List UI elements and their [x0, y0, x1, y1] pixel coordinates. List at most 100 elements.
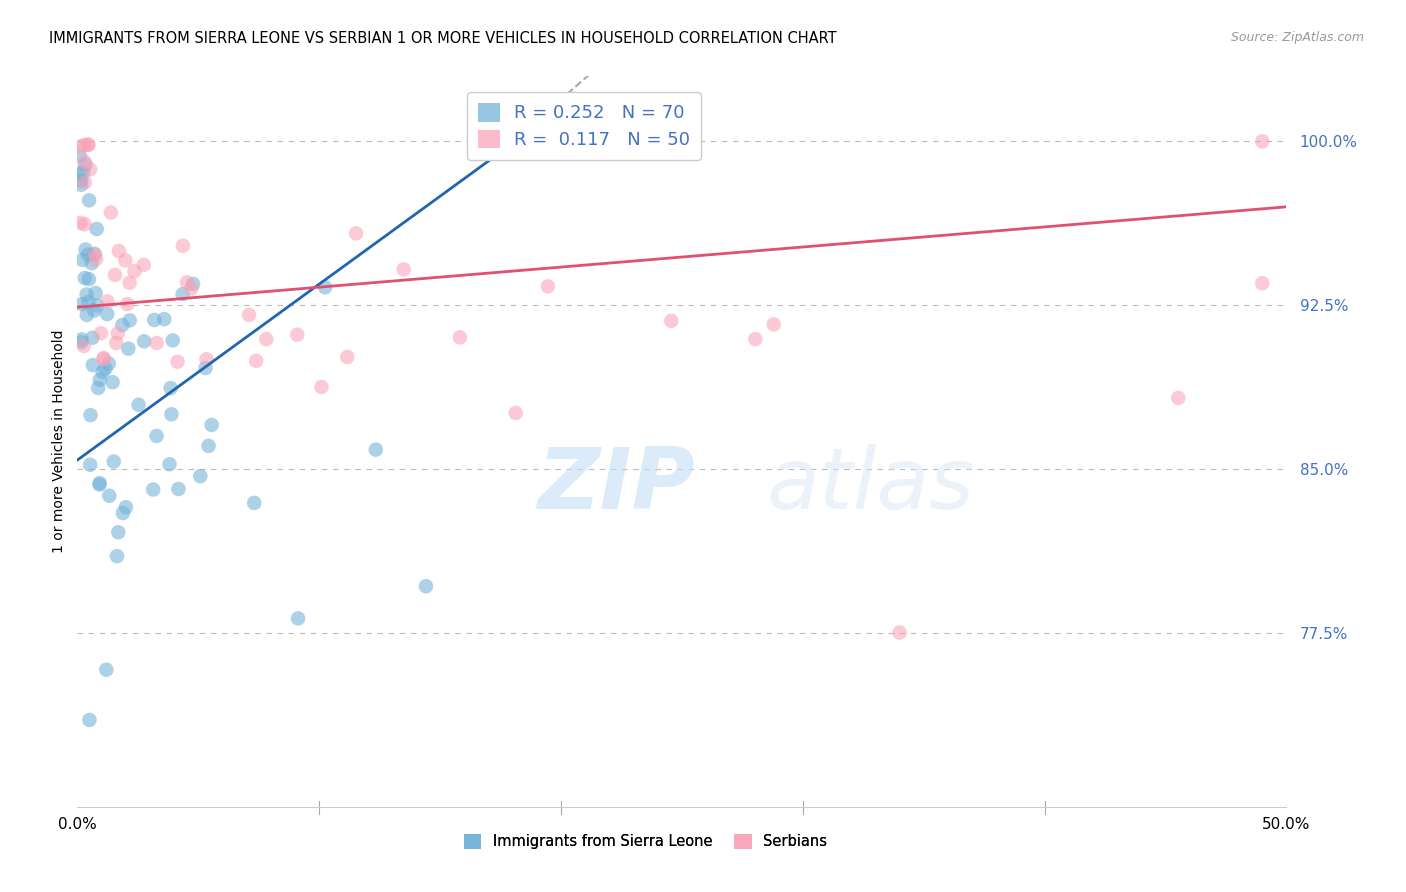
- Point: [86, 222, 108, 236]
- Point: [97, 357, 120, 371]
- Point: [238, 308, 260, 322]
- Point: [90, 326, 112, 341]
- Point: [176, 276, 198, 290]
- Point: [124, 264, 146, 278]
- Point: [194, 361, 217, 376]
- Point: [73, 138, 96, 153]
- Point: [101, 375, 124, 389]
- Point: [69, 149, 91, 163]
- Point: [77, 138, 100, 153]
- Point: [128, 398, 150, 412]
- Point: [103, 454, 125, 468]
- Legend: Immigrants from Sierra Leone, Serbians: Immigrants from Sierra Leone, Serbians: [458, 828, 834, 855]
- Point: [744, 332, 766, 346]
- Text: atlas: atlas: [766, 444, 974, 527]
- Point: [762, 318, 785, 332]
- Point: [117, 342, 139, 356]
- Point: [98, 489, 121, 503]
- Point: [505, 406, 527, 420]
- Point: [75, 158, 97, 172]
- Point: [1167, 391, 1189, 405]
- Point: [83, 247, 105, 261]
- Point: [166, 355, 188, 369]
- Point: [73, 339, 96, 353]
- Point: [181, 277, 204, 291]
- Point: [105, 336, 128, 351]
- Point: [91, 365, 114, 379]
- Point: [77, 137, 100, 152]
- Point: [73, 154, 96, 169]
- Point: [72, 252, 94, 267]
- Text: Source: ZipAtlas.com: Source: ZipAtlas.com: [1230, 31, 1364, 45]
- Point: [143, 313, 166, 327]
- Point: [77, 194, 100, 208]
- Point: [84, 286, 107, 301]
- Point: [243, 496, 266, 510]
- Point: [159, 381, 181, 395]
- Point: [172, 287, 194, 301]
- Text: ZIP: ZIP: [537, 444, 695, 527]
- Point: [73, 217, 96, 231]
- Y-axis label: 1 or more Vehicles in Household: 1 or more Vehicles in Household: [52, 330, 66, 553]
- Point: [111, 506, 134, 520]
- Point: [114, 253, 136, 268]
- Point: [89, 373, 111, 387]
- Point: [1251, 277, 1274, 291]
- Point: [118, 276, 141, 290]
- Point: [195, 352, 218, 367]
- Point: [415, 579, 437, 593]
- Point: [73, 176, 96, 190]
- Text: IMMIGRANTS FROM SIERRA LEONE VS SERBIAN 1 OR MORE VEHICLES IN HOUSEHOLD CORRELAT: IMMIGRANTS FROM SIERRA LEONE VS SERBIAN …: [49, 31, 837, 46]
- Point: [132, 334, 155, 349]
- Point: [188, 469, 211, 483]
- Point: [70, 333, 93, 347]
- Point: [79, 713, 101, 727]
- Point: [107, 326, 129, 341]
- Point: [77, 295, 100, 310]
- Point: [153, 312, 176, 326]
- Point: [167, 482, 190, 496]
- Point: [1251, 134, 1274, 148]
- Point: [145, 429, 167, 443]
- Point: [107, 244, 129, 258]
- Point: [83, 303, 105, 318]
- Point: [79, 408, 101, 422]
- Point: [89, 477, 111, 491]
- Point: [285, 327, 308, 342]
- Point: [197, 439, 219, 453]
- Point: [87, 381, 110, 395]
- Point: [70, 297, 93, 311]
- Point: [69, 139, 91, 153]
- Point: [160, 407, 183, 421]
- Point: [70, 178, 93, 192]
- Point: [82, 331, 104, 345]
- Point: [180, 281, 202, 295]
- Point: [73, 271, 96, 285]
- Point: [889, 625, 911, 640]
- Point: [118, 313, 141, 327]
- Point: [79, 458, 101, 472]
- Point: [69, 216, 91, 230]
- Point: [172, 238, 194, 252]
- Point: [111, 318, 134, 332]
- Point: [142, 483, 165, 497]
- Point: [344, 227, 367, 241]
- Point: [75, 243, 97, 257]
- Point: [70, 174, 93, 188]
- Point: [245, 353, 267, 368]
- Point: [336, 350, 359, 364]
- Point: [115, 500, 138, 515]
- Point: [449, 330, 471, 344]
- Point: [537, 279, 560, 293]
- Point: [76, 287, 98, 301]
- Point: [76, 247, 98, 261]
- Point: [107, 525, 129, 540]
- Point: [84, 247, 107, 261]
- Point: [77, 272, 100, 286]
- Point: [96, 307, 118, 321]
- Point: [392, 262, 415, 277]
- Point: [70, 335, 93, 350]
- Point: [69, 166, 91, 180]
- Point: [159, 457, 181, 471]
- Point: [76, 308, 98, 322]
